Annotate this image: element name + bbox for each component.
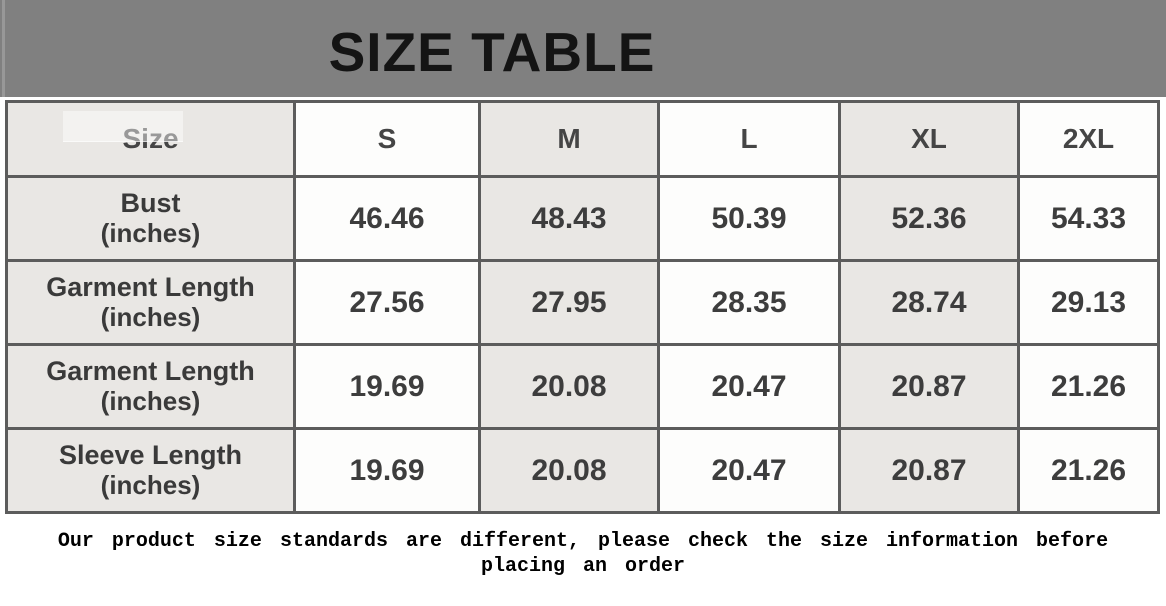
cell-bust-l: 50.39 [657,175,841,262]
table-row-garment-length-1: Garment Length (inches) 27.56 27.95 28.3… [5,259,1160,346]
cell-sleeve-l: 20.47 [657,427,841,514]
column-header-m: M [478,100,660,178]
table-row-sleeve-length: Sleeve Length (inches) 19.69 20.08 20.47… [5,427,1160,514]
cell-gl1-l: 28.35 [657,259,841,346]
measurement-name: Garment Length [46,356,255,387]
cell-sleeve-m: 20.08 [478,427,660,514]
measurement-unit: (inches) [100,302,201,333]
column-header-l: L [657,100,841,178]
row-label-garment-length-2: Garment Length (inches) [5,343,296,430]
column-header-2xl: 2XL [1017,100,1160,178]
column-header-size: Size [5,100,296,178]
cell-bust-m: 48.43 [478,175,660,262]
measurement-unit: (inches) [100,218,201,249]
row-label-sleeve-length: Sleeve Length (inches) [5,427,296,514]
cell-gl2-xl: 20.87 [838,343,1020,430]
measurement-unit: (inches) [100,470,201,501]
row-label-bust: Bust (inches) [5,175,296,262]
cell-sleeve-xl: 20.87 [838,427,1020,514]
measurement-name: Bust [120,188,181,219]
cell-bust-xl: 52.36 [838,175,1020,262]
cell-gl2-m: 20.08 [478,343,660,430]
measurement-name: Garment Length [46,272,255,303]
table-row-garment-length-2: Garment Length (inches) 19.69 20.08 20.4… [5,343,1160,430]
cell-gl1-xl: 28.74 [838,259,1020,346]
measurement-unit: (inches) [100,386,201,417]
banner-left-line [2,0,5,97]
title-banner: SIZE TABLE [0,0,1166,97]
cell-bust-s: 46.46 [293,175,481,262]
column-header-size-label: Size [122,123,179,154]
cell-gl1-s: 27.56 [293,259,481,346]
cell-gl2-s: 19.69 [293,343,481,430]
watermark [63,111,183,142]
row-label-garment-length-1: Garment Length (inches) [5,259,296,346]
cell-sleeve-s: 19.69 [293,427,481,514]
cell-sleeve-2xl: 21.26 [1017,427,1160,514]
size-table: Size S M L XL 2XL Bust (inches) 46.46 48… [5,100,1160,514]
table-header-row: Size S M L XL 2XL [5,100,1160,178]
cell-gl2-2xl: 21.26 [1017,343,1160,430]
cell-gl1-m: 27.95 [478,259,660,346]
measurement-name: Sleeve Length [58,440,243,471]
size-disclaimer-note: Our product size standards are different… [57,530,1109,578]
cell-bust-2xl: 54.33 [1017,175,1160,262]
cell-gl1-2xl: 29.13 [1017,259,1160,346]
table-row-bust: Bust (inches) 46.46 48.43 50.39 52.36 54… [5,175,1160,262]
column-header-s: S [293,100,481,178]
column-header-xl: XL [838,100,1020,178]
cell-gl2-l: 20.47 [657,343,841,430]
page-title: SIZE TABLE [328,21,656,83]
